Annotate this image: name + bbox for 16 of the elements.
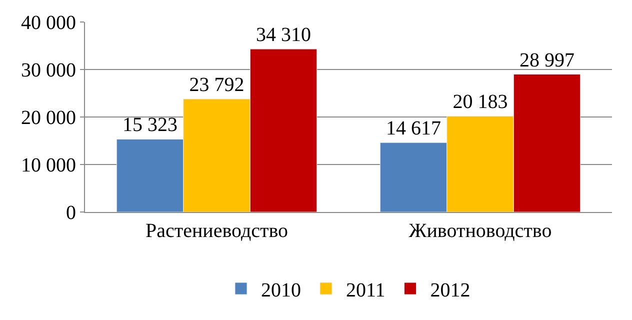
data-label: 23 792 bbox=[189, 74, 244, 96]
y-tick-label: 10 000 bbox=[21, 154, 76, 176]
legend-label: 2012 bbox=[430, 279, 470, 302]
legend-label: 2011 bbox=[346, 279, 386, 302]
y-tick-label: 40 000 bbox=[21, 12, 76, 34]
data-label: 34 310 bbox=[256, 24, 312, 46]
data-label: 15 323 bbox=[122, 114, 178, 136]
y-tick-label: 20 000 bbox=[21, 107, 76, 129]
data-label: 14 617 bbox=[386, 118, 441, 140]
x-tick-label: Животноводство bbox=[408, 220, 552, 242]
data-label: 20 183 bbox=[452, 91, 508, 114]
y-tick-label: 30 000 bbox=[21, 60, 76, 82]
legend-label: 2010 bbox=[261, 279, 301, 302]
data-label: 28 997 bbox=[520, 49, 575, 72]
x-tick-label: Растениеводство bbox=[145, 220, 288, 242]
y-tick-label: 0 bbox=[66, 202, 76, 224]
